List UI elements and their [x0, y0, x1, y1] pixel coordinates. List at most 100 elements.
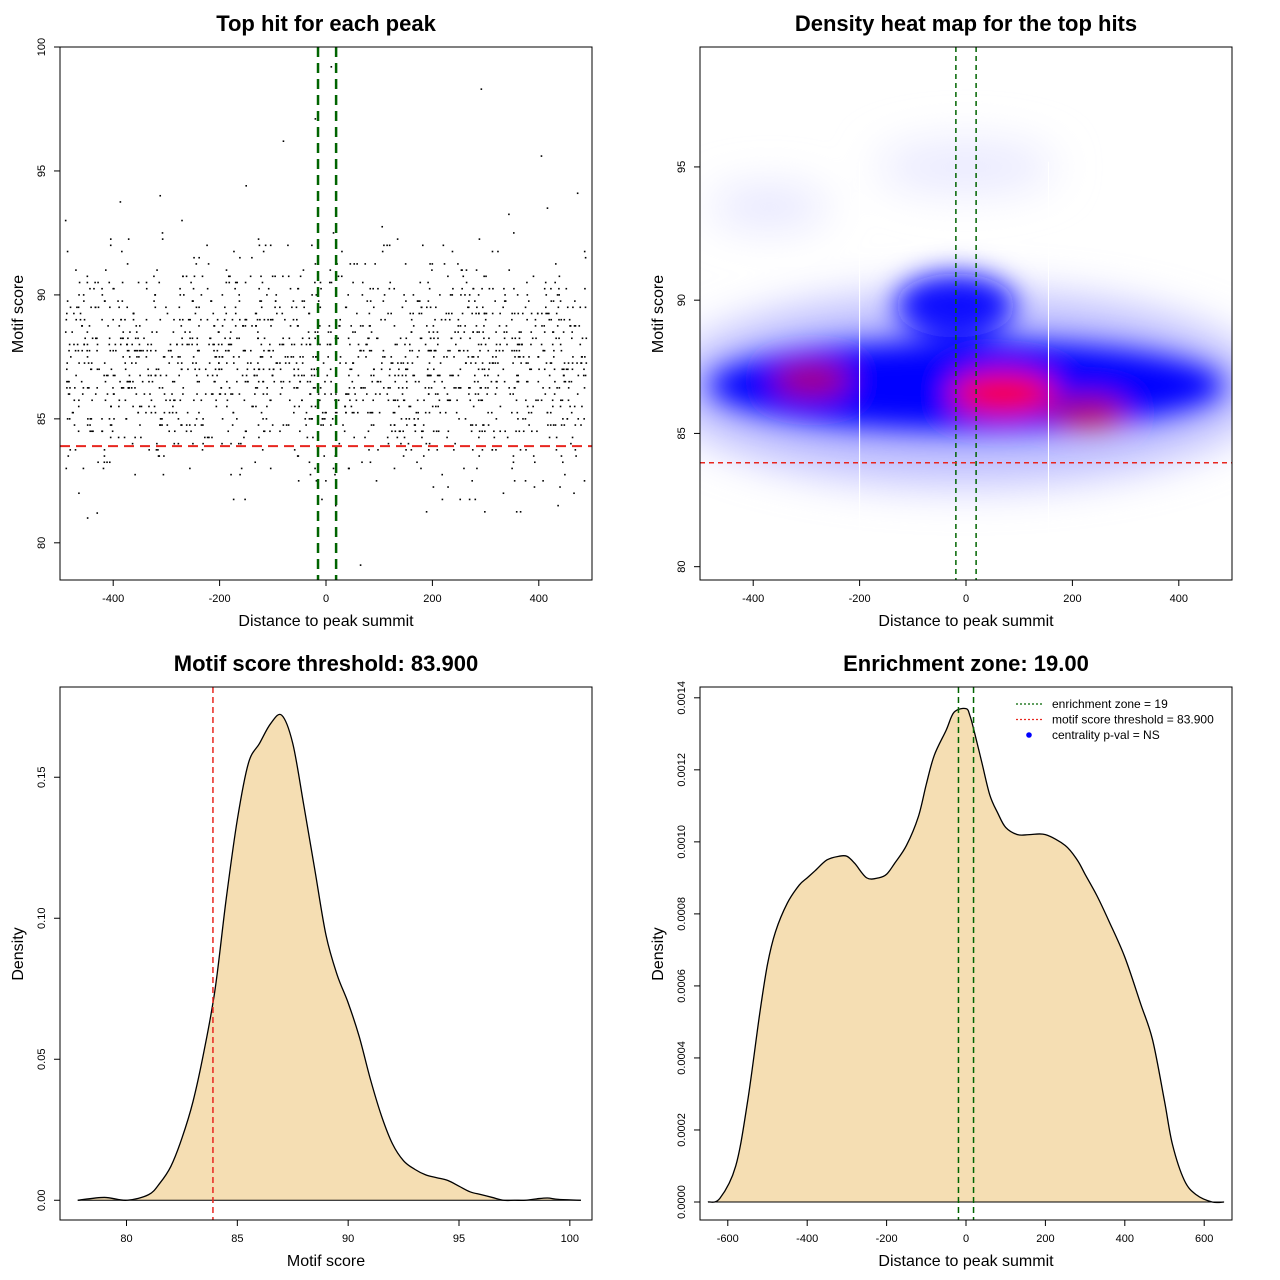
- data-point: [72, 411, 74, 414]
- data-point: [405, 374, 407, 377]
- data-point: [120, 387, 123, 389]
- data-point: [416, 461, 418, 464]
- data-point: [386, 244, 388, 247]
- data-point: [104, 380, 107, 383]
- data-point: [109, 244, 112, 247]
- data-point: [107, 325, 109, 327]
- data-point: [257, 368, 260, 371]
- data-point: [244, 325, 247, 327]
- plot-frame: [59, 46, 593, 581]
- data-point: [122, 331, 125, 333]
- data-point: [257, 337, 260, 340]
- data-point: [390, 356, 393, 358]
- data-point: [314, 118, 317, 120]
- data-point: [478, 238, 481, 240]
- data-point: [254, 387, 257, 389]
- data-point: [341, 250, 343, 253]
- data-point: [224, 393, 227, 395]
- data-point: [150, 374, 152, 377]
- data-point: [198, 325, 200, 327]
- data-point: [352, 331, 354, 333]
- data-point: [202, 418, 204, 420]
- data-point: [362, 399, 364, 402]
- data-point: [270, 325, 272, 327]
- data-point: [187, 318, 190, 321]
- data-point: [150, 349, 152, 352]
- data-point: [327, 356, 329, 358]
- data-point: [448, 318, 451, 321]
- data-point: [502, 368, 505, 371]
- data-point: [128, 380, 130, 383]
- data-point: [282, 275, 284, 278]
- data-point: [434, 349, 436, 352]
- data-point: [407, 442, 410, 445]
- data-point: [497, 250, 499, 253]
- data-point: [392, 399, 395, 402]
- data-point: [472, 356, 475, 358]
- data-point: [441, 380, 443, 383]
- data-point: [254, 393, 256, 395]
- data-point: [564, 380, 567, 383]
- data-point: [382, 349, 385, 352]
- data-point: [269, 318, 272, 321]
- data-point: [307, 331, 310, 333]
- data-point: [474, 300, 476, 302]
- data-point: [436, 343, 439, 346]
- data-point: [433, 349, 436, 352]
- data-point: [531, 337, 534, 340]
- data-point: [380, 368, 383, 371]
- data-point: [192, 287, 195, 290]
- data-point: [337, 337, 339, 340]
- data-point: [563, 318, 566, 321]
- data-point: [437, 430, 440, 433]
- data-point: [418, 312, 421, 315]
- data-point: [292, 318, 295, 321]
- data-point: [328, 281, 331, 284]
- data-point: [344, 306, 347, 309]
- data-point: [109, 306, 111, 309]
- data-point: [238, 393, 241, 395]
- data-point: [135, 393, 138, 395]
- data-point: [309, 473, 312, 476]
- data-point: [433, 337, 435, 340]
- data-point: [186, 343, 188, 346]
- data-point: [526, 318, 528, 321]
- data-point: [272, 349, 274, 352]
- data-point: [77, 349, 80, 352]
- data-point: [135, 325, 138, 327]
- data-point: [577, 418, 580, 420]
- data-point: [223, 318, 226, 321]
- y-tick-label: 0.0014: [676, 681, 688, 715]
- data-point: [112, 374, 115, 377]
- data-point: [403, 399, 406, 402]
- data-point: [124, 362, 127, 364]
- data-point: [94, 306, 97, 309]
- data-point: [296, 387, 299, 389]
- data-point: [314, 467, 316, 470]
- data-point: [200, 424, 203, 426]
- data-point: [244, 498, 246, 501]
- data-point: [449, 399, 452, 402]
- data-point: [90, 368, 93, 371]
- legend-point: [1026, 732, 1032, 738]
- data-point: [467, 306, 470, 309]
- chart-title: Enrichment zone: 19.00: [843, 651, 1089, 676]
- data-point: [526, 380, 529, 383]
- data-point: [405, 337, 408, 340]
- score-density-panel: Motif score threshold: 83.900 Motif scor…: [10, 651, 593, 1270]
- data-point: [580, 424, 582, 426]
- data-point: [397, 374, 400, 377]
- data-point: [571, 362, 574, 364]
- data-point: [513, 312, 516, 315]
- data-point: [388, 287, 391, 290]
- data-point: [401, 374, 404, 377]
- data-point: [372, 287, 374, 290]
- data-point: [511, 467, 513, 470]
- y-tick-label: 0.15: [36, 767, 48, 788]
- data-point: [520, 331, 522, 333]
- data-point: [478, 312, 480, 315]
- data-point: [445, 312, 448, 315]
- x-tick-label: -400: [102, 593, 124, 605]
- data-point: [66, 362, 69, 364]
- data-point: [477, 356, 479, 358]
